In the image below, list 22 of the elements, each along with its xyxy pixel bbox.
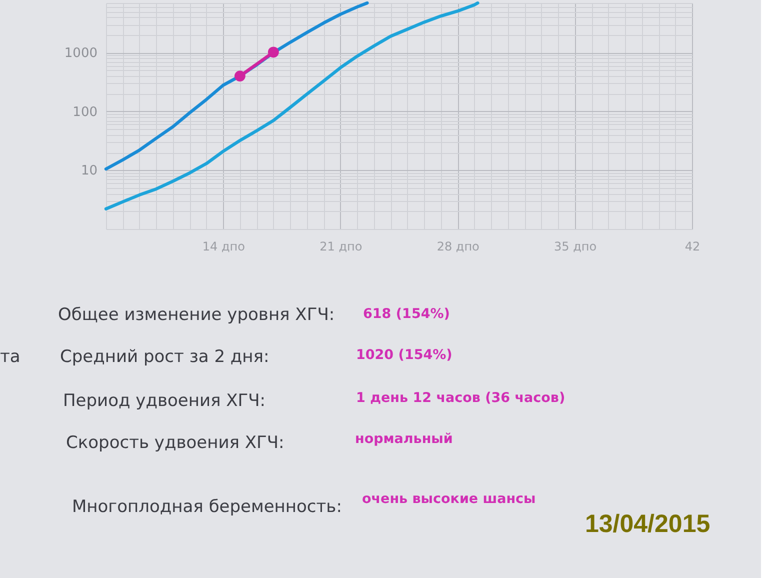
text: нормальный: [355, 431, 453, 447]
text: очень высокие шансы: [362, 491, 536, 507]
line-series: [104, 1, 480, 210]
text: 13/04/2015: [585, 510, 710, 538]
text: Средний рост за 2 дня:: [60, 347, 270, 367]
y-tick-label: 100: [72, 104, 98, 120]
text: та: [0, 347, 20, 367]
text: Период удвоения ХГЧ:: [63, 391, 266, 411]
x-tick-label: 28 дпо: [436, 240, 480, 254]
text: Многоплодная беременность:: [72, 497, 342, 517]
x-tick-label: 14 дпо: [202, 240, 245, 254]
text: 1020 (154%): [356, 347, 452, 363]
x-tick-label: 42: [684, 240, 700, 254]
x-tick-label: 21 дпо: [320, 240, 362, 254]
text: 1 день 12 часов (36 часов): [356, 390, 566, 406]
text: Скорость удвоения ХГЧ:: [66, 433, 284, 453]
text: 618 (154%): [363, 306, 450, 322]
y-tick-label: 10: [80, 164, 98, 179]
line-series: [104, 1, 369, 171]
y-tick-label: 1000: [64, 46, 98, 62]
x-tick-label: 35 дпо: [554, 240, 597, 254]
text: Общее изменение уровня ХГЧ:: [58, 305, 335, 325]
